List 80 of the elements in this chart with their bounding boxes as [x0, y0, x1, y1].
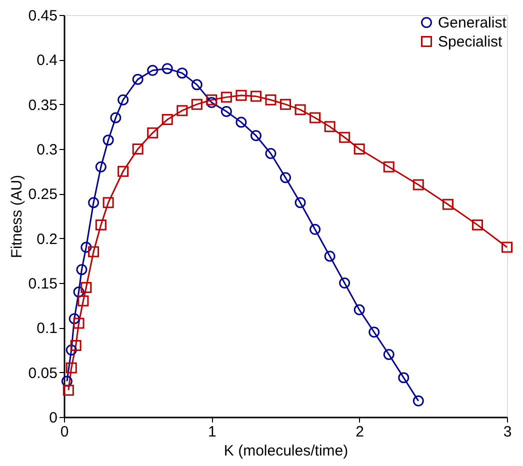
y-tick-label: 0	[49, 410, 58, 426]
point	[220, 106, 232, 117]
point	[176, 105, 188, 116]
point	[62, 384, 74, 396]
point	[80, 282, 92, 293]
point	[250, 90, 262, 102]
x-tick-label: 2	[356, 424, 364, 440]
y-tick-label: 0.05	[28, 364, 58, 382]
point	[132, 74, 144, 85]
point	[61, 376, 72, 387]
x-tick-label: 0	[60, 424, 69, 440]
point	[442, 198, 454, 210]
y-tick-label: 0.15	[28, 276, 58, 292]
point	[250, 130, 262, 142]
y-tick-label: 0.3	[36, 142, 58, 158]
point	[118, 166, 129, 177]
point	[76, 264, 88, 276]
y-axis-title: Fitness (AU)	[8, 174, 26, 258]
point	[472, 219, 483, 230]
y-tick-label: 0.25	[28, 186, 58, 204]
point	[220, 92, 232, 103]
point	[294, 104, 306, 116]
y-tick-label: 0.1	[36, 320, 58, 338]
legend-label: Specialist	[438, 34, 504, 50]
point	[68, 313, 80, 324]
point	[280, 172, 291, 184]
point	[354, 144, 365, 154]
point	[310, 112, 321, 124]
point	[236, 90, 247, 101]
point	[132, 144, 144, 154]
point	[95, 161, 106, 172]
point	[339, 132, 350, 143]
point	[310, 224, 321, 235]
point	[368, 326, 380, 338]
x-tick-label: 1	[208, 424, 216, 440]
y-tick-label: 0.2	[36, 230, 58, 248]
point	[70, 340, 82, 352]
point	[73, 318, 84, 329]
point	[265, 148, 276, 159]
point	[339, 278, 350, 288]
y-tick-label: 0.45	[28, 8, 58, 24]
point	[95, 219, 106, 230]
point	[88, 197, 100, 208]
x-tick-label: 3	[503, 424, 512, 440]
x-axis-title: K (molecules/time)	[224, 442, 348, 460]
point	[354, 304, 365, 316]
point	[383, 161, 394, 172]
y-tick-label: 0.35	[28, 96, 58, 114]
point	[265, 94, 276, 106]
point	[88, 246, 100, 258]
point	[324, 121, 336, 132]
point	[147, 127, 158, 138]
point	[110, 112, 122, 124]
point	[206, 94, 218, 106]
point	[102, 197, 114, 208]
point	[176, 68, 188, 79]
point	[383, 348, 394, 360]
point	[502, 242, 512, 253]
point	[162, 63, 173, 74]
point	[412, 179, 424, 190]
y-tick-label: 0.4	[36, 52, 58, 70]
point	[102, 134, 114, 146]
point	[280, 98, 291, 110]
point	[236, 116, 247, 128]
point	[324, 250, 336, 262]
point	[206, 97, 218, 108]
point	[66, 344, 77, 356]
point	[66, 362, 77, 374]
legend-label: Generalist	[438, 14, 508, 32]
point	[80, 242, 92, 253]
point	[191, 98, 202, 110]
point	[191, 79, 202, 90]
point	[73, 286, 84, 298]
point	[412, 395, 424, 406]
point	[78, 295, 89, 306]
point	[162, 114, 173, 126]
point	[294, 197, 306, 208]
point	[118, 94, 129, 106]
point	[398, 372, 410, 384]
point	[147, 64, 158, 76]
